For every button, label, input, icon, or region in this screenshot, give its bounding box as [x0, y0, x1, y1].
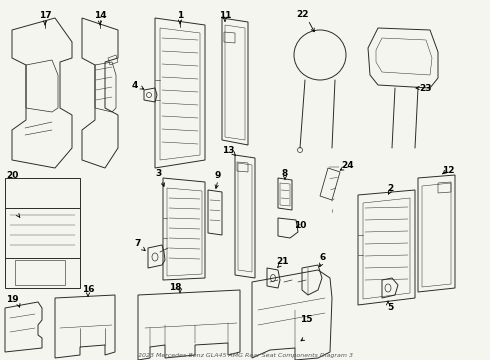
Text: 4: 4 [132, 81, 138, 90]
Text: 2: 2 [387, 184, 393, 193]
Text: 13: 13 [222, 145, 234, 154]
Text: 11: 11 [219, 10, 231, 19]
Text: 16: 16 [82, 285, 94, 294]
Text: 2023 Mercedes-Benz GLA45 AMG Rear Seat Components Diagram 3: 2023 Mercedes-Benz GLA45 AMG Rear Seat C… [138, 352, 352, 357]
Text: 18: 18 [169, 283, 181, 292]
Text: 17: 17 [39, 10, 51, 19]
Text: 5: 5 [387, 303, 393, 312]
Text: 6: 6 [320, 253, 326, 262]
Text: 7: 7 [135, 239, 141, 248]
Text: 22: 22 [296, 9, 308, 18]
Text: 8: 8 [282, 168, 288, 177]
Text: 3: 3 [155, 168, 161, 177]
Text: 10: 10 [294, 220, 306, 230]
Text: 1: 1 [177, 10, 183, 19]
Text: 20: 20 [6, 171, 18, 180]
Text: 9: 9 [215, 171, 221, 180]
Text: 21: 21 [276, 257, 288, 266]
Text: 19: 19 [6, 296, 18, 305]
Text: 14: 14 [94, 10, 106, 19]
Text: 12: 12 [442, 166, 454, 175]
Text: 24: 24 [342, 161, 354, 170]
Text: 15: 15 [300, 315, 312, 324]
Text: 23: 23 [419, 84, 431, 93]
